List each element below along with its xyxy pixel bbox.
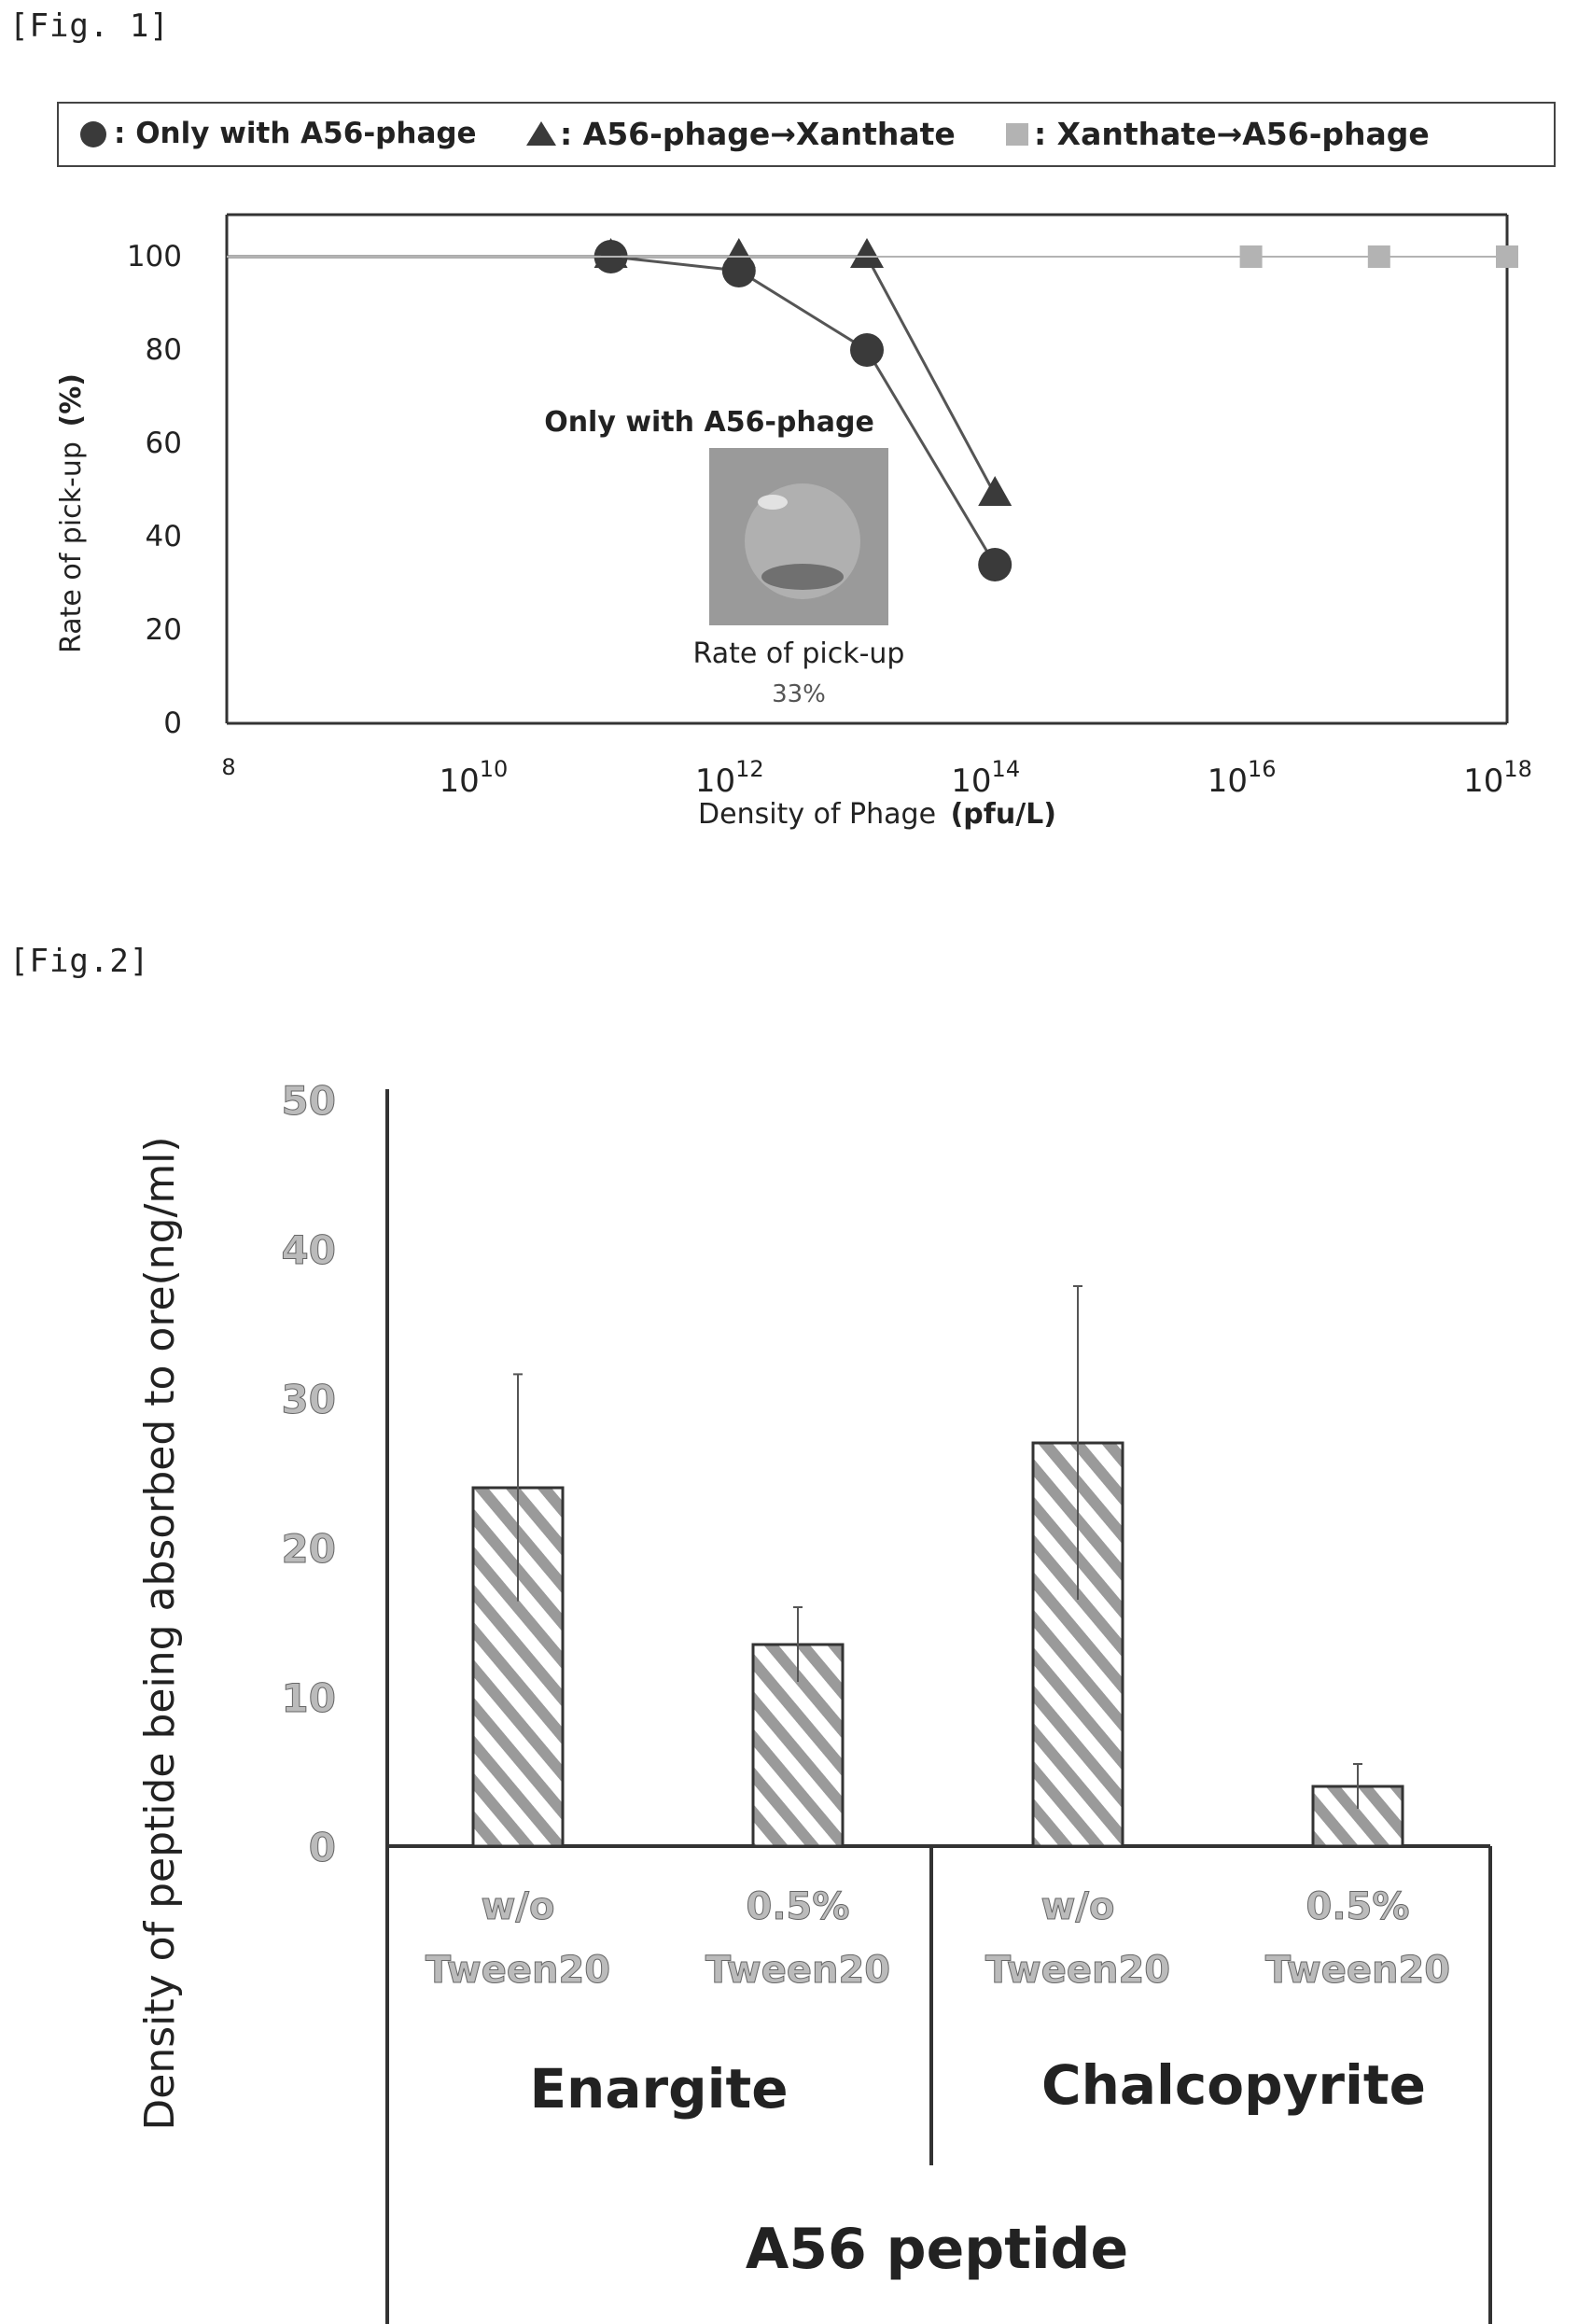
inset-photo-glare: [758, 495, 788, 510]
bar: [751, 1643, 845, 1848]
y-tick-label: 60: [146, 427, 182, 460]
y-tick-label: 0: [163, 707, 182, 740]
x-axis-title-unit: (pfu/L): [951, 798, 1056, 831]
peptide-density-bar-chart: Density of peptide being absorbed to ore…: [136, 1078, 1492, 2324]
x-axis-title-text: Density of Phage: [698, 798, 936, 831]
x-tick-exponent: 12: [735, 756, 764, 782]
legend-label-only-phage: : Only with A56-phage: [114, 117, 477, 150]
data-point-triangle: [593, 238, 628, 268]
y-tick-label: 50: [282, 1078, 336, 1124]
x-tick-label: 1016: [1208, 756, 1277, 800]
y-tick-label: 40: [146, 520, 182, 553]
x-tick-exponent: 18: [1503, 756, 1532, 782]
y-tick-label: 0: [309, 1825, 336, 1870]
data-point-square: [1239, 245, 1263, 268]
category-label-line1: 0.5%: [1306, 1885, 1410, 1928]
group-label-enargite: Enargite: [529, 2057, 788, 2121]
data-point-triangle: [850, 238, 884, 268]
x-tick-base: 10: [951, 763, 991, 800]
x-axis-title: Density of Phage (pfu/L): [698, 798, 1056, 831]
supergroup-label: A56 peptide: [746, 2217, 1128, 2282]
x-tick-label: 1012: [695, 756, 764, 800]
data-point-square: [1367, 245, 1390, 268]
y-tick-label: 20: [146, 613, 182, 647]
category-label-line1: w/o: [481, 1885, 554, 1928]
x-tick-base: 10: [1463, 763, 1503, 800]
category-label-line2: Tween20: [1265, 1949, 1450, 1992]
x-tick-exponent: 14: [992, 756, 1021, 782]
legend-label-xanthate-phage: : Xanthate→A56-phage: [1034, 116, 1430, 152]
legend-square-marker: [1006, 123, 1028, 146]
legend: : Only with A56-phage : A56-phage→Xantha…: [80, 116, 1430, 152]
data-point-square: [1496, 245, 1518, 268]
figure-2-label: [Fig.2]: [9, 943, 150, 980]
x-tick-label: 1014: [951, 756, 1020, 800]
y-tick-label: 80: [146, 333, 182, 367]
inset-photo-liquid: [761, 564, 844, 590]
group-label-chalcopyrite: Chalcopyrite: [1041, 2053, 1426, 2117]
x-tick-base: 10: [439, 763, 479, 800]
x-tick-label: 1018: [1463, 756, 1532, 800]
inset-value-label: 33%: [772, 680, 826, 708]
y-tick-label: 40: [282, 1227, 336, 1273]
y-tick-label: 30: [282, 1377, 336, 1422]
x-tick-exponent: 16: [1248, 756, 1277, 782]
data-point-circle: [850, 333, 884, 367]
category-label-line2: Tween20: [705, 1949, 890, 1992]
y-tick-label: 10: [282, 1675, 336, 1721]
category-label-line1: w/o: [1040, 1885, 1114, 1928]
y-axis-title: Density of peptide being absorbed to ore…: [136, 1136, 184, 2130]
x-tick-base: 10: [695, 763, 735, 800]
y-axis-title-unit: (%): [55, 373, 88, 427]
category-label-line1: 0.5%: [747, 1885, 850, 1928]
category-label-line2: Tween20: [985, 1949, 1170, 1992]
pickup-rate-line-chart: : Only with A56-phage : A56-phage→Xantha…: [55, 102, 1556, 831]
x-tick-label: 8: [221, 754, 235, 780]
figure-1-label: [Fig. 1]: [9, 7, 170, 45]
x-tick-label: 1010: [439, 756, 508, 800]
inset-title: Only with A56-phage: [544, 406, 874, 439]
legend-circle-marker: [80, 121, 106, 147]
y-axis-title: Rate of pick-up (%): [55, 373, 88, 653]
category-label-line2: Tween20: [426, 1949, 610, 1992]
x-tick-base: 10: [1208, 763, 1248, 800]
data-point-triangle: [721, 238, 756, 268]
inset-caption: Rate of pick-up: [693, 637, 905, 670]
inset-photo-group: Only with A56-phage Rate of pick-up 33%: [544, 406, 904, 708]
legend-label-phage-xanthate: : A56-phage→Xanthate: [560, 116, 956, 152]
legend-triangle-marker: [526, 121, 556, 146]
y-tick-label: 20: [282, 1526, 336, 1572]
data-point-circle: [978, 548, 1012, 581]
legend-box: [57, 102, 1556, 167]
y-axis-title-text: Rate of pick-up: [55, 441, 88, 653]
data-point-triangle: [978, 476, 1012, 506]
x-tick-exponent: 10: [480, 756, 509, 782]
y-tick-label: 100: [127, 240, 182, 273]
